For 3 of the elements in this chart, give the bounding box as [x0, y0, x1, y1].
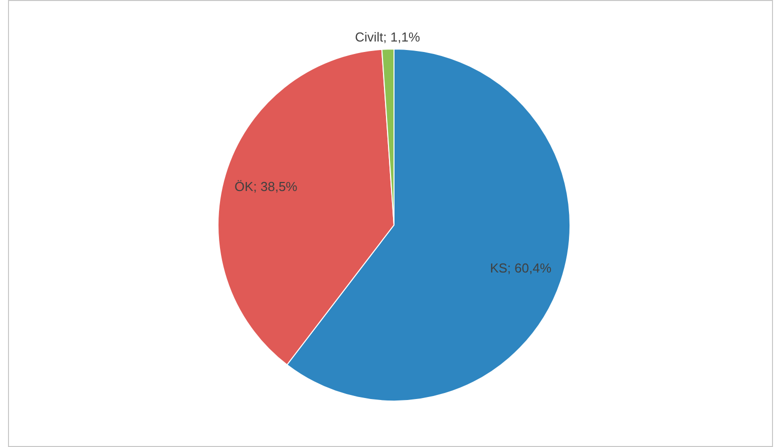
- slice-label: Civilt; 1,1%: [354, 30, 420, 45]
- slice-label: KS; 60,4%: [490, 260, 552, 276]
- slice-label: ÖK; 38,5%: [234, 178, 298, 194]
